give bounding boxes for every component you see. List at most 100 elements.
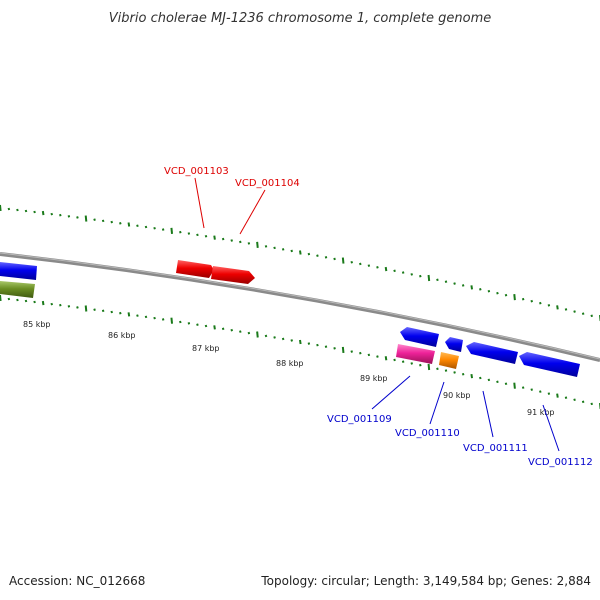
tick-mark: [110, 220, 113, 224]
tick-mark: [179, 320, 182, 324]
tick-mark: [384, 266, 388, 272]
gene-vcd-001110[interactable]: [439, 352, 459, 369]
tick-mark: [50, 212, 53, 216]
tick-mark: [444, 280, 448, 283]
tick-mark: [213, 325, 216, 330]
tick-mark: [461, 284, 465, 287]
tick-mark: [427, 363, 431, 371]
tick-mark: [110, 310, 113, 314]
tick-mark: [264, 245, 268, 248]
tick-mark: [307, 342, 311, 345]
tick-mark: [453, 282, 456, 285]
tick-mark: [76, 306, 79, 309]
tick-mark: [256, 241, 259, 248]
tick-mark: [444, 369, 448, 372]
gene-label-vcd-001103[interactable]: VCD_001103: [164, 166, 229, 177]
tick-mark: [521, 297, 525, 301]
tick-mark: [247, 331, 251, 335]
tick-mark: [264, 334, 268, 338]
tick-mark: [127, 312, 131, 317]
leader-line: [482, 390, 494, 438]
gene-label-vcd-001104[interactable]: VCD_001104: [235, 178, 300, 189]
outer-tick-ring: [0, 204, 600, 322]
tick-mark: [153, 226, 156, 230]
gene-blue-reverse-1[interactable]: [400, 327, 439, 347]
tick-mark: [367, 353, 371, 357]
tick-mark: [41, 210, 45, 216]
tick-mark: [153, 316, 156, 320]
leader-line: [542, 404, 560, 452]
tick-mark: [0, 294, 2, 302]
tick-mark: [333, 257, 336, 261]
map-title: Vibrio cholerae MJ-1236 chromosome 1, co…: [108, 11, 492, 26]
tick-mark: [196, 233, 199, 237]
tick-mark: [41, 300, 45, 306]
tick-mark: [299, 339, 302, 345]
accession-label: Accession: NC_012668: [9, 574, 146, 588]
tick-mark: [93, 308, 96, 311]
gene-vcd-001111[interactable]: [466, 342, 518, 364]
tick-mark: [436, 367, 439, 371]
tick-mark: [136, 224, 139, 228]
tick-mark: [33, 210, 36, 214]
tick-mark: [7, 207, 11, 211]
tick-mark: [530, 388, 533, 391]
tick-mark: [0, 204, 2, 212]
gene-vcd-001109[interactable]: [396, 344, 435, 364]
tick-mark: [341, 257, 345, 264]
tick-mark: [84, 215, 88, 222]
tick-mark: [59, 303, 62, 307]
tick-mark: [513, 382, 516, 389]
tick-mark: [204, 234, 208, 238]
tick-mark: [161, 228, 165, 231]
gene-label-vcd-001109[interactable]: VCD_001109: [327, 414, 392, 425]
tick-mark: [24, 299, 28, 303]
inner-tick-ring: [0, 294, 600, 410]
tick-mark: [573, 398, 576, 402]
gene-blue-left[interactable]: [0, 262, 37, 280]
tick-mark: [76, 216, 79, 219]
tick-mark: [161, 318, 165, 321]
tick-mark: [547, 303, 551, 307]
gene-blue-reverse-2[interactable]: [445, 337, 463, 352]
tick-mark: [504, 293, 508, 297]
tick-mark: [281, 248, 285, 251]
tick-mark: [401, 271, 405, 274]
tick-mark: [341, 346, 345, 354]
tick-mark: [316, 343, 319, 347]
tick-mark: [187, 322, 191, 325]
tick-mark: [504, 382, 508, 386]
gene-label-vcd-001112[interactable]: VCD_001112: [528, 457, 593, 468]
kbp-label: 91 kbp: [527, 408, 555, 417]
tick-mark: [93, 218, 96, 222]
tick-mark: [350, 350, 353, 353]
gene-label-vcd-001110[interactable]: VCD_001110: [395, 428, 460, 439]
tick-mark: [496, 380, 499, 384]
gene-vcd-001103[interactable]: [176, 260, 214, 278]
tick-mark: [487, 378, 491, 382]
tick-mark: [16, 298, 19, 302]
tick-mark: [410, 362, 413, 365]
gene-vcd-001104[interactable]: [211, 266, 255, 284]
kbp-label: 90 kbp: [443, 391, 471, 400]
tick-mark: [187, 232, 191, 235]
tick-mark: [427, 274, 431, 282]
tick-mark: [513, 294, 516, 301]
gene-olive-left[interactable]: [0, 281, 35, 298]
kbp-label: 85 kbp: [23, 320, 51, 329]
tick-mark: [530, 299, 533, 303]
tick-mark: [521, 386, 525, 389]
tick-mark: [367, 264, 371, 267]
leader-line: [239, 189, 266, 235]
tick-mark: [239, 330, 242, 333]
tick-mark: [179, 230, 182, 234]
tick-mark: [247, 242, 251, 245]
tick-mark: [496, 291, 499, 295]
gene-label-vcd-001111[interactable]: VCD_001111: [463, 443, 528, 454]
kbp-label: 87 kbp: [192, 344, 220, 353]
gene-vcd-001112[interactable]: [519, 352, 580, 377]
leader-line: [429, 381, 445, 425]
tick-mark: [419, 363, 422, 367]
tick-mark: [564, 308, 568, 311]
